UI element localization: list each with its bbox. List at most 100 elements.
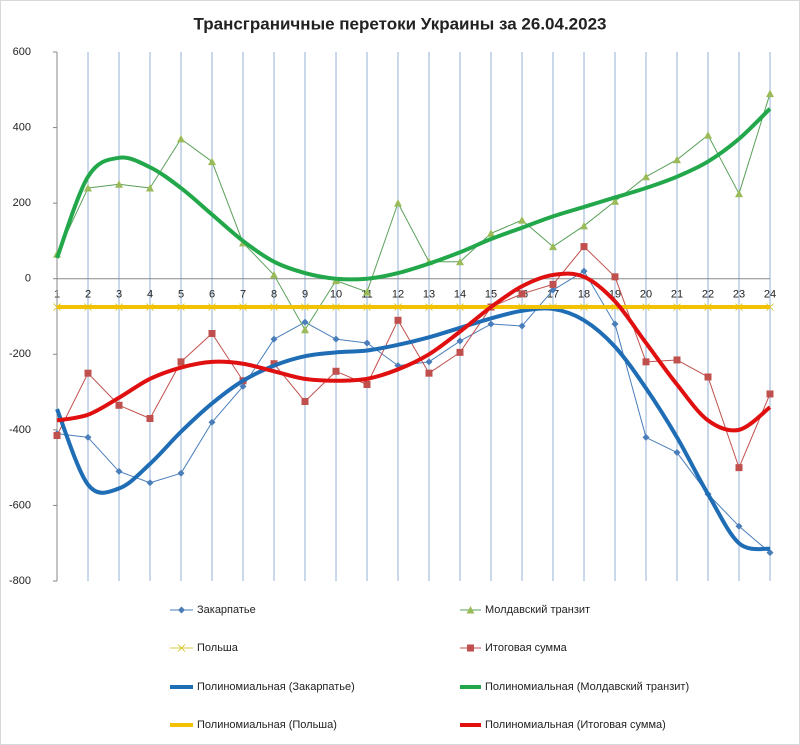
marker bbox=[208, 418, 216, 426]
marker bbox=[766, 390, 774, 398]
marker bbox=[487, 229, 495, 237]
marker bbox=[178, 606, 185, 614]
x-tick-label: 13 bbox=[423, 289, 435, 301]
marker bbox=[580, 243, 588, 251]
marker bbox=[146, 479, 154, 487]
marker bbox=[456, 348, 464, 356]
marker bbox=[146, 184, 154, 192]
trend-line bbox=[56, 271, 772, 433]
x-tick-label: 5 bbox=[178, 289, 184, 301]
marker bbox=[673, 356, 681, 364]
legend-item: Итоговая сумма bbox=[460, 642, 568, 654]
marker bbox=[611, 197, 619, 205]
legend-label: Полиномиальная (Молдавский транзит) bbox=[485, 681, 689, 693]
x-tick-label: 10 bbox=[330, 289, 342, 301]
marker bbox=[704, 131, 712, 139]
legend-label: Итоговая сумма bbox=[485, 642, 568, 654]
x-tick-label: 23 bbox=[733, 289, 745, 301]
marker bbox=[84, 433, 92, 441]
marker bbox=[518, 322, 526, 330]
marker bbox=[84, 184, 92, 192]
legend-label: Полиномиальная (Польша) bbox=[197, 719, 337, 731]
marker bbox=[735, 464, 743, 472]
marker bbox=[549, 286, 557, 294]
trend-line bbox=[55, 306, 771, 552]
trend-line bbox=[55, 107, 772, 282]
legend-item: Молдавский транзит bbox=[460, 604, 590, 616]
marker bbox=[363, 381, 371, 389]
legend-item: Польша bbox=[170, 642, 239, 654]
legend-item: Полиномиальная (Закарпатье) bbox=[170, 681, 355, 693]
y-tick-label: -400 bbox=[9, 424, 31, 436]
marker bbox=[735, 189, 743, 198]
legend-item: Полиномиальная (Польша) bbox=[170, 719, 337, 731]
legend-label: Молдавский транзит bbox=[485, 604, 590, 616]
y-tick-label: 200 bbox=[13, 197, 31, 209]
x-tick-label: 2 bbox=[85, 289, 91, 301]
x-tick-label: 3 bbox=[116, 289, 122, 301]
marker bbox=[363, 339, 371, 347]
marker bbox=[704, 373, 712, 381]
marker bbox=[270, 270, 278, 279]
marker bbox=[84, 369, 92, 377]
marker bbox=[766, 549, 774, 557]
marker bbox=[673, 449, 681, 457]
marker bbox=[673, 155, 681, 164]
marker bbox=[301, 398, 309, 406]
legend-item: Закарпатье bbox=[170, 604, 256, 616]
marker bbox=[177, 134, 185, 143]
marker bbox=[115, 401, 123, 409]
marker bbox=[518, 216, 526, 224]
marker bbox=[177, 644, 186, 652]
x-tick-label: 12 bbox=[392, 289, 404, 301]
x-tick-label: 21 bbox=[671, 289, 683, 301]
marker bbox=[394, 316, 402, 324]
marker bbox=[466, 606, 475, 614]
marker bbox=[611, 320, 619, 328]
marker bbox=[177, 358, 185, 366]
marker bbox=[642, 433, 650, 441]
x-tick-label: 22 bbox=[702, 289, 714, 301]
marker bbox=[208, 330, 216, 338]
marker bbox=[208, 157, 216, 166]
y-tick-label: 0 bbox=[25, 273, 31, 285]
marker bbox=[456, 337, 464, 345]
x-tick-label: 4 bbox=[147, 289, 153, 301]
marker bbox=[735, 522, 743, 530]
marker bbox=[766, 89, 774, 98]
marker bbox=[611, 273, 619, 281]
marker bbox=[425, 369, 433, 377]
x-tick-label: 6 bbox=[209, 289, 215, 301]
y-tick-label: 400 bbox=[13, 121, 31, 133]
x-tick-label: 18 bbox=[578, 289, 590, 301]
x-tick-label: 15 bbox=[485, 289, 497, 301]
marker bbox=[456, 257, 464, 266]
legend-label: Польша bbox=[197, 642, 239, 654]
chart-title: Трансграничные перетоки Украины за 26.04… bbox=[194, 14, 607, 33]
marker bbox=[363, 287, 371, 296]
x-tick-label: 7 bbox=[240, 289, 246, 301]
marker bbox=[425, 358, 433, 366]
x-tick-label: 17 bbox=[547, 289, 559, 301]
marker bbox=[518, 290, 526, 298]
marker bbox=[301, 325, 309, 334]
x-tick-label: 14 bbox=[454, 289, 466, 301]
marker bbox=[270, 335, 278, 343]
marker bbox=[115, 467, 123, 475]
marker bbox=[549, 280, 557, 288]
marker bbox=[580, 221, 588, 230]
x-tick-label: 20 bbox=[640, 289, 652, 301]
marker bbox=[487, 320, 495, 328]
marker bbox=[177, 469, 185, 477]
y-tick-label: 600 bbox=[13, 46, 31, 58]
y-tick-label: -600 bbox=[9, 499, 31, 511]
marker bbox=[549, 242, 557, 251]
legend-label: Закарпатье bbox=[197, 604, 256, 616]
marker bbox=[642, 172, 650, 181]
marker bbox=[580, 267, 588, 275]
legend-label: Полиномиальная (Закарпатье) bbox=[197, 681, 355, 693]
marker bbox=[467, 644, 474, 652]
marker bbox=[332, 335, 340, 343]
